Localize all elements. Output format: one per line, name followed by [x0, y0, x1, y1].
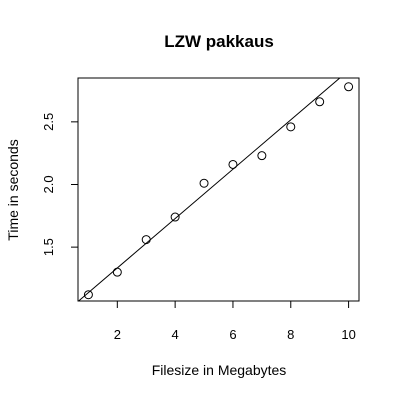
data-point — [286, 122, 296, 132]
data-point — [199, 178, 209, 188]
x-tick-label: 4 — [172, 327, 179, 342]
y-axis-label: Time in seconds — [5, 139, 21, 240]
x-tick-label: 8 — [287, 327, 294, 342]
x-tick-label: 6 — [229, 327, 236, 342]
x-tick-label: 2 — [114, 327, 121, 342]
regression-line-group — [78, 78, 341, 301]
data-points — [83, 82, 354, 300]
data-point — [170, 212, 180, 222]
data-point — [228, 159, 238, 169]
y-tick-label: 2.0 — [41, 175, 56, 193]
data-point — [315, 97, 325, 107]
y-axis: 1.5 2.0 2.5 — [41, 113, 78, 256]
data-point — [344, 82, 354, 92]
x-axis: 2 4 6 8 10 — [114, 301, 356, 342]
y-tick-label: 1.5 — [41, 238, 56, 256]
x-tick-label: 10 — [341, 327, 355, 342]
y-tick-label: 2.5 — [41, 113, 56, 131]
regression-line — [78, 78, 341, 301]
plot-frame — [77, 77, 360, 302]
data-point — [112, 267, 122, 277]
data-point — [141, 235, 151, 245]
chart-title: LZW pakkaus — [164, 32, 274, 51]
data-point — [83, 290, 93, 300]
data-point — [257, 151, 267, 161]
x-axis-label: Filesize in Megabytes — [152, 362, 287, 378]
